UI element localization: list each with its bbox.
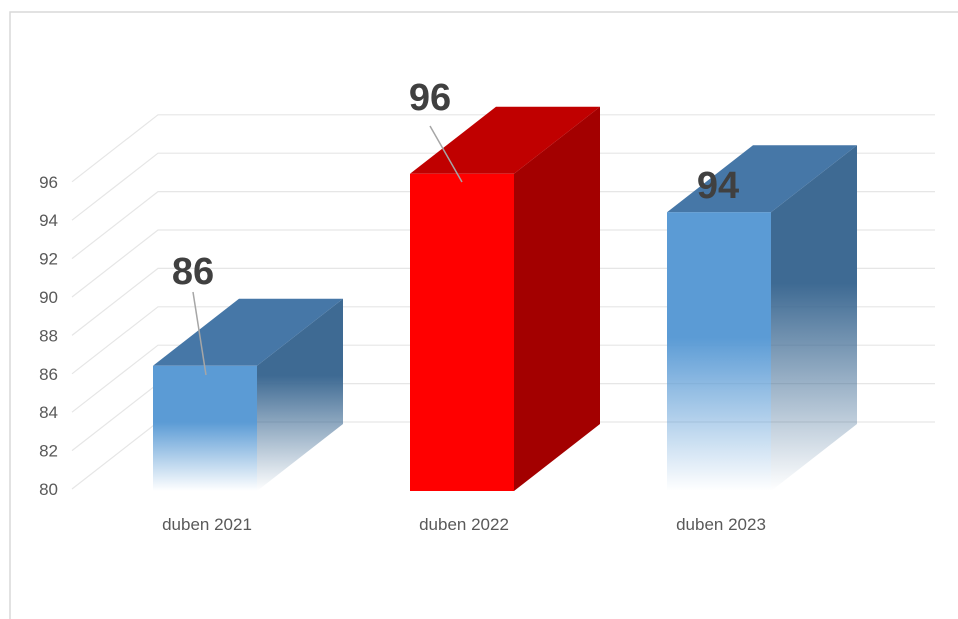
bar-side (514, 106, 600, 492)
y-tick-label: 82 (39, 442, 58, 461)
bars (153, 106, 857, 492)
bar-side (771, 145, 857, 491)
x-axis-categories: duben 2021 duben 2022 duben 2023 (162, 515, 766, 534)
leader-lines (192, 125, 463, 376)
bar-front (410, 173, 514, 492)
bar-front (667, 212, 771, 491)
gridlines (71, 114, 935, 490)
data-labels: 86 96 94 (172, 77, 739, 293)
y-tick-label: 96 (39, 173, 58, 192)
y-tick-label: 88 (39, 326, 58, 345)
bar-side (257, 298, 343, 491)
bar-top (153, 298, 343, 366)
leader-line (192, 291, 207, 376)
leader-line (429, 125, 463, 183)
bar-duben-2022 (410, 106, 600, 492)
data-label: 96 (409, 77, 451, 119)
chart-border (9, 11, 958, 619)
y-axis-ticks: 80 82 84 86 88 90 92 94 96 (39, 173, 58, 499)
y-tick-label: 86 (39, 365, 58, 384)
bar-top (410, 106, 600, 174)
data-label: 94 (697, 165, 739, 207)
bar-duben-2023 (667, 145, 857, 491)
y-tick-label: 84 (39, 403, 58, 422)
bar-front (153, 365, 257, 491)
gridline (71, 152, 935, 221)
x-category-label: duben 2022 (419, 515, 509, 534)
x-category-label: duben 2021 (162, 515, 252, 534)
x-category-label: duben 2023 (676, 515, 766, 534)
gridline (71, 114, 935, 183)
y-tick-label: 94 (39, 211, 58, 230)
y-tick-label: 92 (39, 250, 58, 269)
bar-top (667, 145, 857, 213)
bar-duben-2021 (153, 298, 343, 491)
data-label: 86 (172, 251, 214, 293)
gridline (71, 191, 935, 260)
y-tick-label: 90 (39, 288, 58, 307)
y-tick-label: 80 (39, 480, 58, 499)
